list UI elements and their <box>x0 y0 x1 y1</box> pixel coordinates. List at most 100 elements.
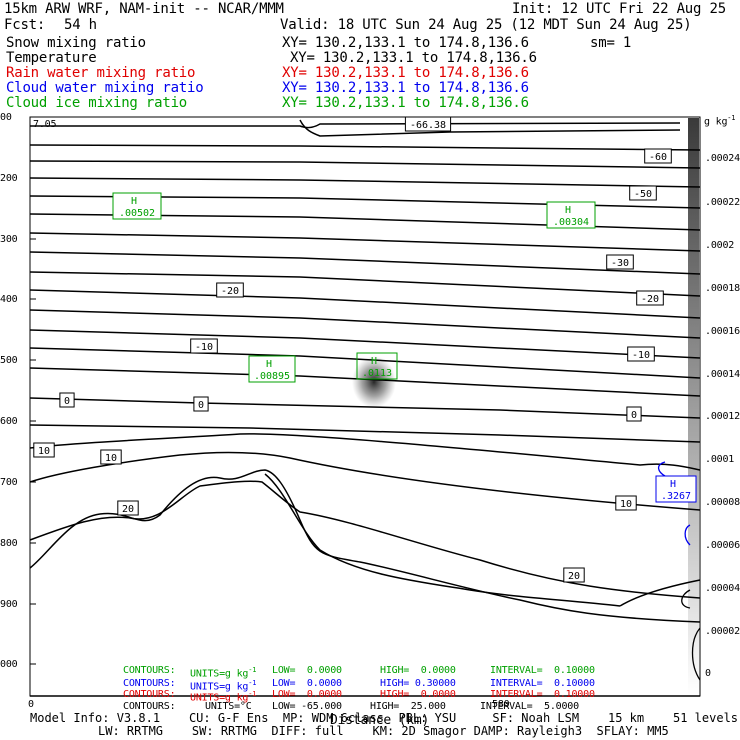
contour-info-low: LOW= 0.0000 <box>272 678 342 689</box>
forecast-hour: 54 h <box>64 17 97 33</box>
temperature-contour-60 <box>29 160 701 169</box>
temperature-contour-mid <box>264 473 621 607</box>
temperature-contour-k <box>29 451 701 511</box>
maximum-box <box>248 355 296 383</box>
contour-info-units: UNITS=g kg-1 <box>190 679 257 693</box>
field-xy-temperature: XY= 130.2,133.1 to 174.8,136.6 <box>290 50 537 66</box>
contour-label: -50 <box>634 189 652 200</box>
contour-info-label: CONTOURS: <box>123 701 176 712</box>
colorbar-tick: .00002 <box>705 626 740 637</box>
y-tick-label: 400 <box>0 294 18 305</box>
model-title: 15km ARW WRF, NAM-init -- NCAR/MMM <box>4 1 284 17</box>
contour-info-label: CONTOURS: <box>123 665 176 676</box>
field-xy-cloud-water: XY= 130.2,133.1 to 174.8,136.6 <box>282 80 529 96</box>
contour-info-units: UNITS=g kg-1 <box>190 666 257 680</box>
maximum-value: .00895 <box>254 371 290 382</box>
contour-label: -10 <box>632 350 650 361</box>
colorbar-tick: .00006 <box>705 540 740 551</box>
y-tick-label: 000 <box>0 659 18 670</box>
contour-info-interval: INTERVAL= 0.10000 <box>490 678 595 689</box>
contour-label: -66.38 <box>410 120 446 131</box>
temperature-contour-0 <box>29 397 701 419</box>
y-tick-label: 500 <box>0 355 18 366</box>
contour-info-label: CONTOURS: <box>123 689 176 700</box>
contour-label: -60 <box>649 152 667 163</box>
contour-label: -30 <box>611 258 629 269</box>
contour-info-high: HIGH= 0.30000 <box>380 678 456 689</box>
top-left-value: 7.05 <box>33 119 57 130</box>
contour-label: 0 <box>64 396 70 407</box>
temperature-contour-20-lower <box>29 480 701 599</box>
colorbar-tick: .00024 <box>705 153 740 164</box>
contour-info-low: LOW= 0.0000 <box>272 689 342 700</box>
temperature-contour-10 <box>29 347 701 379</box>
maximum-box <box>356 352 398 380</box>
maximum-value: .0113 <box>362 368 392 379</box>
y-tick-label: 800 <box>0 538 18 549</box>
maximum-label: H <box>371 356 377 367</box>
contour-info-high: HIGH= 25.000 <box>370 701 446 712</box>
contour-label-box <box>59 392 75 408</box>
colorbar-tick: .00012 <box>705 411 740 422</box>
contour-label-box <box>216 282 244 298</box>
maximum-label: H <box>266 359 272 370</box>
field-name-snow: Snow mixing ratio <box>6 35 146 51</box>
contour-label: -10 <box>195 342 213 353</box>
colorbar-tick: .00018 <box>705 283 740 294</box>
field-xy-cloud-ice: XY= 130.2,133.1 to 174.8,136.6 <box>282 95 529 111</box>
field-xy-snow: XY= 130.2,133.1 to 174.8,136.6 <box>282 35 529 51</box>
temperature-contour-f <box>29 309 701 339</box>
contour-info-interval: INTERVAL= 0.10000 <box>490 689 595 700</box>
field-name-cloud-ice: Cloud ice mixing ratio <box>6 95 188 111</box>
temperature-contour-e <box>29 271 701 297</box>
temperature-contour-20 <box>29 289 701 319</box>
contour-label-box <box>117 500 139 516</box>
temperature-contour-g <box>29 329 701 359</box>
contour-label: 0 <box>198 400 204 411</box>
contour-label-box <box>190 338 218 354</box>
colorbar-tick: .0001 <box>705 454 735 465</box>
maximum-value: .00304 <box>553 217 589 228</box>
cloud-water-contours <box>657 461 691 546</box>
y-tick-label: 900 <box>0 599 18 610</box>
contour-label: 20 <box>568 571 580 582</box>
contour-info-units: UNITS=g kg-1 <box>190 690 257 704</box>
temperature-contour-30 <box>29 251 701 275</box>
colorbar-tick: .00008 <box>705 497 740 508</box>
contour-label-box <box>644 148 672 164</box>
contour-label-box <box>563 567 585 583</box>
maximum-label: H <box>131 196 137 207</box>
contour-info-low: LOW= 0.0000 <box>272 665 342 676</box>
x-tick-label: 580 <box>492 699 510 710</box>
contour-label: -20 <box>641 294 659 305</box>
init-time: Init: 12 UTC Fri 22 Aug 25 <box>512 1 726 17</box>
y-tick-label: 00 <box>0 112 12 123</box>
x-axis-label: Distance (km) <box>330 713 430 728</box>
maximum-box <box>546 201 596 229</box>
snow-maximum-shading <box>352 356 396 408</box>
contour-info-high: HIGH= 0.0000 <box>380 689 456 700</box>
contour-label: 0 <box>631 410 637 421</box>
contour-label: 10 <box>105 453 117 464</box>
y-tick-label: 600 <box>0 416 18 427</box>
contour-label: -20 <box>221 286 239 297</box>
contour-label-box <box>629 185 657 201</box>
y-tick-label: 700 <box>0 477 18 488</box>
colorbar-gradient <box>688 118 699 695</box>
maximum-value: .3267 <box>661 491 691 502</box>
temperature-contour-66 <box>299 119 681 137</box>
contour-label: 20 <box>122 504 134 515</box>
contour-info-low: LOW= -65.000 <box>272 701 342 712</box>
maximum-label: H <box>670 479 676 490</box>
y-tick-label: 300 <box>0 234 18 245</box>
valid-time: Valid: 18 UTC Sun 24 Aug 25 (12 MDT Sun … <box>280 17 692 33</box>
x-tick-label: 0 <box>28 699 34 710</box>
contour-label-box <box>33 442 55 458</box>
contour-label-box <box>404 116 452 132</box>
temperature-contour-a <box>29 144 701 151</box>
colorbar-tick: .0002 <box>705 240 735 251</box>
field-xy-rain: XY= 130.2,133.1 to 174.8,136.6 <box>282 65 529 81</box>
contour-info-units: UNITS=°C <box>205 701 252 712</box>
contour-info-high: HIGH= 0.0000 <box>380 665 456 676</box>
